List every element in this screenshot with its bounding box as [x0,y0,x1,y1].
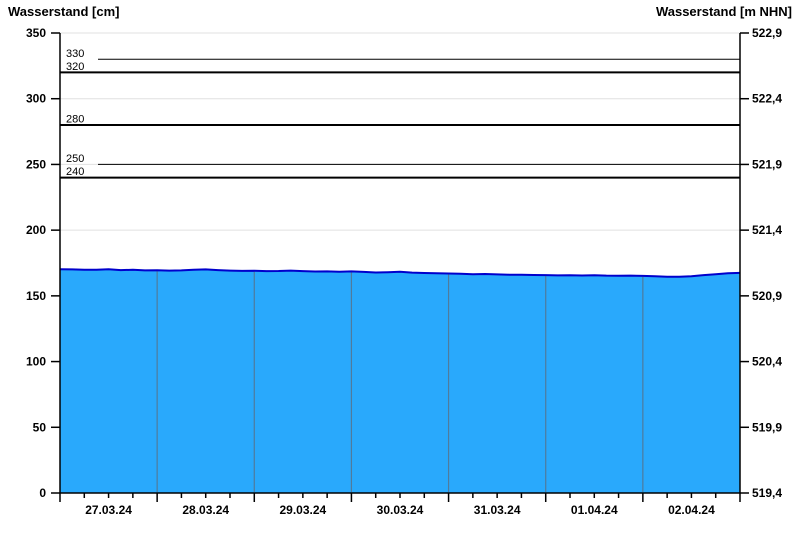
x-axis-day-label: 30.03.24 [377,503,424,517]
right-axis-tick-label: 520,4 [752,355,782,369]
left-axis-tick-label: 250 [26,157,46,171]
left-axis-tick-label: 300 [26,92,46,106]
right-axis-tick-label: 521,4 [752,223,782,237]
left-axis-tick-label: 200 [26,223,46,237]
left-axis-tick-label: 50 [33,420,47,434]
water-level-area [60,269,740,493]
right-axis-tick-label: 522,9 [752,26,782,40]
reference-line-label: 330 [66,48,84,60]
left-axis-tick-label: 100 [26,355,46,369]
x-axis-day-label: 02.04.24 [668,503,715,517]
left-axis-tick-label: 150 [26,289,46,303]
x-axis-day-label: 31.03.24 [474,503,521,517]
x-axis-day-label: 27.03.24 [85,503,132,517]
left-axis-title: Wasserstand [cm] [8,4,120,19]
water-level-line [59,268,741,278]
right-axis-tick-label: 522,4 [752,92,782,106]
reference-line-label: 250 [66,153,84,165]
x-axis-day-label: 28.03.24 [182,503,229,517]
right-axis-tick-label: 519,4 [752,486,782,500]
left-axis-tick-label: 350 [26,26,46,40]
reference-line-label: 240 [66,166,84,178]
x-axis-day-label: 29.03.24 [279,503,326,517]
reference-line-label: 320 [66,61,84,73]
right-axis-title: Wasserstand [m NHN] [655,4,792,19]
x-axis-day-label: 01.04.24 [571,503,618,517]
right-axis-tick-label: 520,9 [752,289,782,303]
left-axis-tick-label: 0 [39,486,46,500]
right-axis-tick-label: 519,9 [752,420,782,434]
reference-line-label: 280 [66,114,84,126]
right-axis-tick-label: 521,9 [752,157,782,171]
